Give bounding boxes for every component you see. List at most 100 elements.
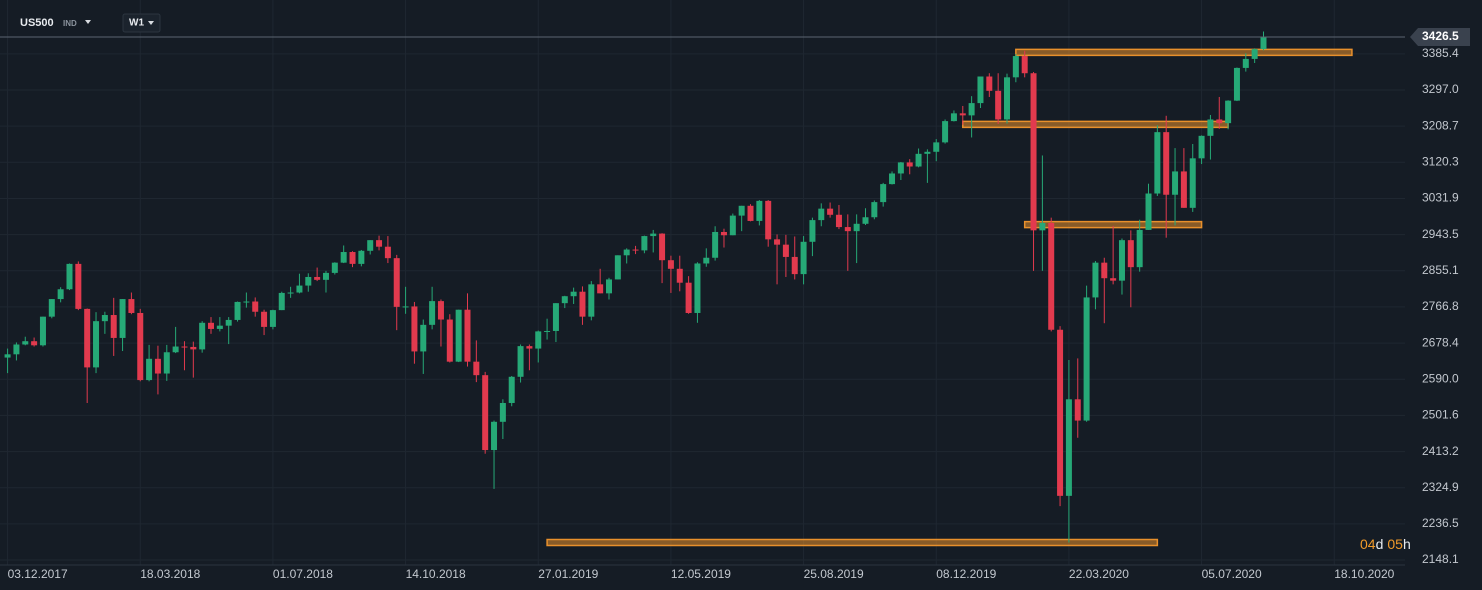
timeframe[interactable]: W1: [129, 18, 144, 29]
candle-body: [393, 258, 400, 307]
candle-body: [420, 324, 427, 352]
dropdown-arrow[interactable]: [85, 20, 91, 24]
candle-body: [1163, 132, 1170, 195]
candle-body: [552, 303, 559, 331]
candle-body: [234, 301, 241, 320]
timeframe-box[interactable]: [122, 13, 161, 33]
market[interactable]: IND: [63, 19, 77, 28]
y-tick-label: 2590.0: [1422, 371, 1459, 385]
x-tick-label: 22.03.2020: [1069, 567, 1129, 581]
candle-body: [517, 346, 524, 377]
candle-body: [800, 241, 807, 275]
candle-body: [597, 284, 604, 294]
countdown-day-unit: d: [1376, 536, 1384, 552]
x-tick-label: 01.07.2018: [273, 567, 333, 581]
candle-body: [712, 231, 719, 258]
candle-body: [844, 227, 851, 232]
axis-panel: [1405, 0, 1482, 590]
candle-body: [181, 346, 188, 348]
candle-body: [1004, 77, 1011, 120]
y-tick-label: 2236.5: [1422, 516, 1459, 530]
x-tick-label: 18.03.2018: [140, 567, 200, 581]
candle-body: [1057, 329, 1064, 496]
candle-body: [1216, 119, 1223, 124]
candle-body: [694, 263, 701, 313]
candle-body: [1030, 73, 1037, 231]
candle-body: [535, 331, 542, 349]
candle-body: [110, 315, 117, 338]
candle-body: [252, 301, 259, 312]
candle-body: [1207, 119, 1214, 136]
candle-body: [906, 162, 913, 167]
symbol[interactable]: US500: [20, 17, 54, 29]
candle-body: [331, 262, 338, 273]
symbol-selector[interactable]: US500 IND: [20, 17, 91, 29]
candle-body: [1127, 240, 1134, 268]
x-tick-label: 14.10.2018: [406, 567, 466, 581]
candle-body: [703, 257, 710, 264]
candles: [4, 31, 1267, 543]
candle-body: [623, 249, 630, 256]
candle-body: [261, 311, 268, 327]
level-zone: [962, 120, 1229, 129]
candle-body: [862, 217, 869, 224]
candle-body: [915, 153, 922, 167]
candle-body: [402, 306, 409, 308]
candle-body: [75, 263, 82, 309]
candle-body: [1260, 37, 1267, 50]
candle-body: [720, 231, 727, 236]
candle-body: [482, 375, 489, 451]
candle-body: [588, 284, 595, 317]
candle-body: [101, 315, 108, 322]
candle-body: [84, 308, 91, 368]
x-tick-label: 12.05.2019: [671, 567, 731, 581]
candle-body: [269, 310, 276, 327]
candle-body: [1074, 399, 1081, 421]
candle-body: [1092, 262, 1099, 298]
candle-body: [995, 90, 1002, 120]
candle-body: [508, 376, 515, 403]
dropdown-arrow[interactable]: [148, 21, 154, 25]
countdown-hour-unit: h: [1403, 536, 1411, 552]
x-tick-label: 25.08.2019: [804, 567, 864, 581]
candle-body: [685, 282, 692, 313]
candle-body: [349, 252, 356, 264]
candle-body: [499, 402, 506, 422]
candle-body: [986, 76, 993, 91]
candle-body: [729, 215, 736, 236]
candle-body: [1110, 278, 1117, 281]
y-tick-label: 2766.8: [1422, 299, 1459, 313]
candle-body: [959, 113, 966, 116]
candle-body: [278, 292, 285, 311]
candle-body: [39, 316, 46, 346]
candle-body: [818, 208, 825, 221]
candle-body: [225, 319, 232, 326]
y-tick-label: 2855.1: [1422, 263, 1459, 277]
candle-body: [756, 200, 763, 221]
candle-body: [305, 276, 312, 286]
candle-body: [446, 319, 453, 362]
candle-body: [411, 306, 418, 352]
candle-body: [765, 200, 772, 240]
candle-body: [473, 361, 480, 376]
candle-body: [296, 285, 303, 293]
countdown-hours: 05: [1387, 536, 1403, 552]
candle-body: [1198, 135, 1205, 159]
candle-body: [561, 296, 568, 304]
candle-body: [455, 309, 462, 362]
y-tick-label: 3385.4: [1422, 46, 1459, 60]
timeframe-selector[interactable]: W1: [122, 13, 161, 33]
candle-body: [48, 299, 55, 317]
candle-body: [491, 421, 498, 451]
candle-body: [1145, 193, 1152, 230]
candle-body: [1251, 49, 1258, 59]
candle-body: [384, 246, 391, 259]
candle-body: [827, 208, 834, 215]
candle-body: [367, 240, 374, 251]
candle-body: [1154, 132, 1161, 194]
candle-body: [1021, 56, 1028, 74]
candle-body: [1101, 262, 1108, 279]
candle-body: [137, 312, 144, 381]
candle-body: [1242, 58, 1249, 68]
